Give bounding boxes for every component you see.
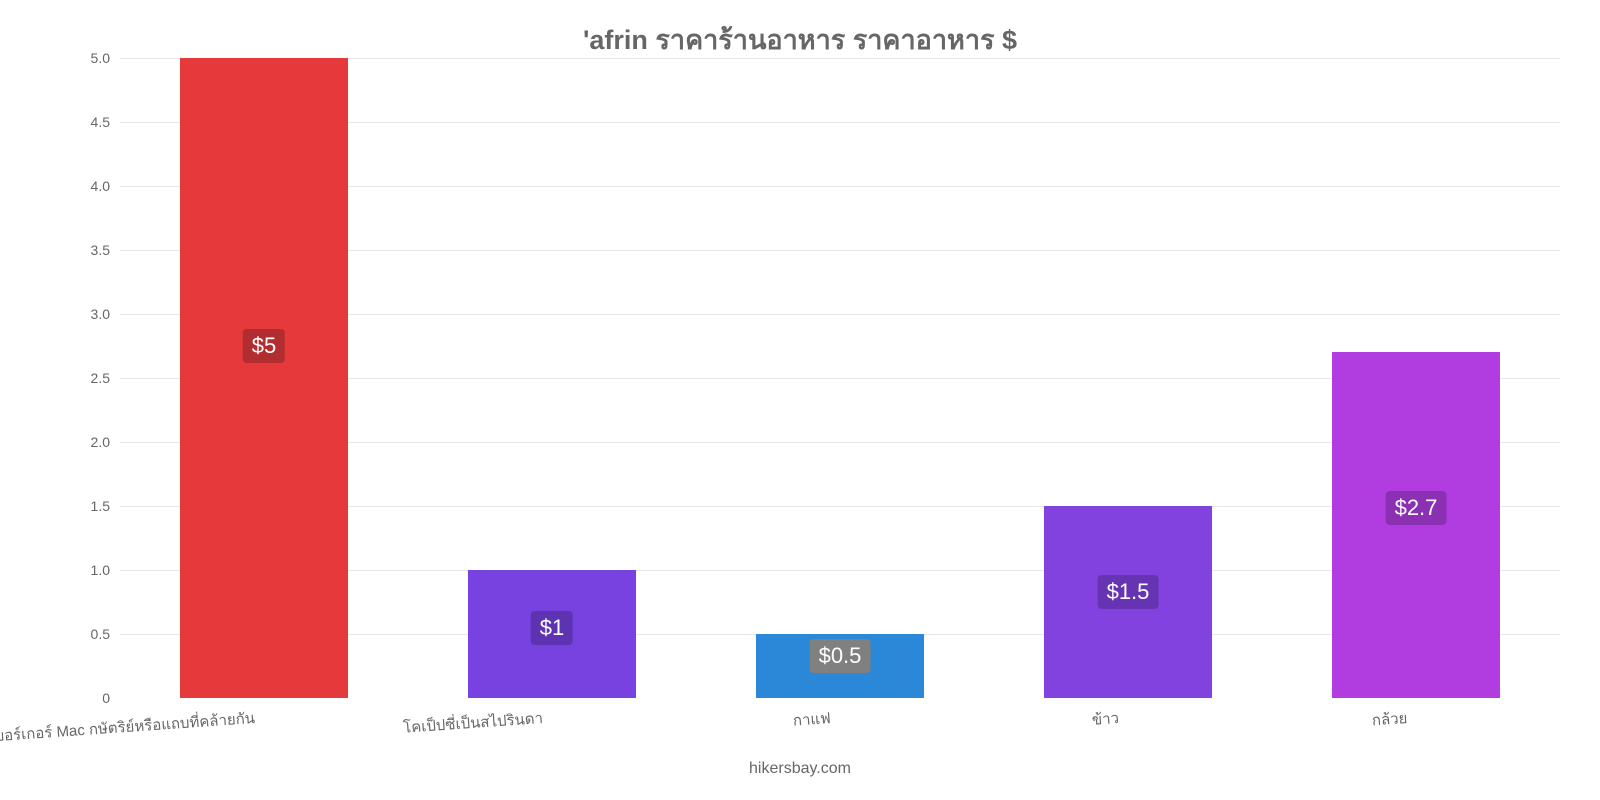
y-tick-label: 1.0 — [91, 562, 110, 578]
y-tick-label: 2.0 — [91, 434, 110, 450]
value-badge: $1.5 — [1098, 575, 1159, 609]
y-tick-label: 0.5 — [91, 626, 110, 642]
value-badge: $1 — [531, 611, 573, 645]
value-badge: $2.7 — [1386, 491, 1447, 525]
y-tick-label: 4.5 — [91, 114, 110, 130]
bar — [180, 58, 347, 698]
price-bar-chart: 'afrin ราคาร้านอาหาร ราคาอาหาร $ 00.51.0… — [0, 0, 1600, 800]
chart-title: 'afrin ราคาร้านอาหาร ราคาอาหาร $ — [0, 18, 1600, 61]
value-badge: $5 — [243, 329, 285, 363]
attribution-text: hikersbay.com — [0, 760, 1600, 778]
x-tick-label: กล้วย — [1371, 706, 1408, 732]
value-badge: $0.5 — [810, 639, 871, 673]
y-tick-label: 3.5 — [91, 242, 110, 258]
y-tick-label: 1.5 — [91, 498, 110, 514]
y-tick-label: 4.0 — [91, 178, 110, 194]
bar — [1332, 352, 1499, 698]
x-tick-label: โคเป็ปซี่เป็นสไปรินดา — [402, 706, 543, 740]
y-tick-label: 2.5 — [91, 370, 110, 386]
plot-area: 00.51.01.52.02.53.03.54.04.55.0$5เบอร์เก… — [120, 58, 1560, 698]
y-tick-label: 0 — [102, 690, 110, 706]
x-tick-label: กาแฟ — [792, 706, 831, 733]
y-tick-label: 5.0 — [91, 50, 110, 66]
y-tick-label: 3.0 — [91, 306, 110, 322]
x-tick-label: ข้าว — [1091, 706, 1120, 732]
x-tick-label: เบอร์เกอร์ Mac กษัตริย์หรือแถบที่คล้ายกั… — [0, 706, 256, 749]
